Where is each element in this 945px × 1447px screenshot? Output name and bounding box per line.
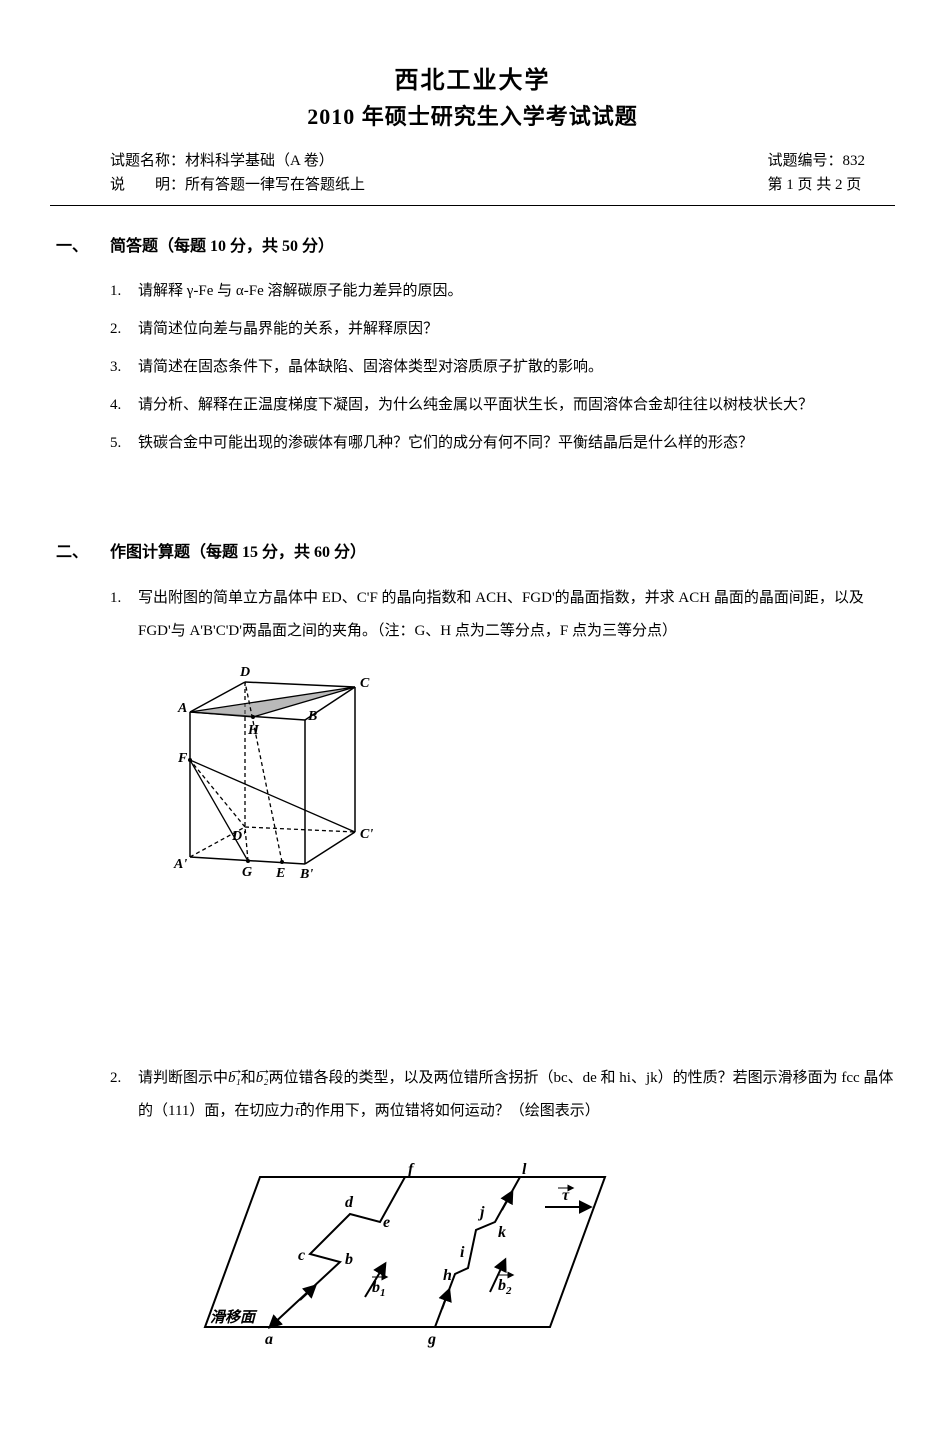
lbl-b: b xyxy=(345,1251,353,1268)
exam-name-label: 试题名称： xyxy=(110,153,185,169)
lbl-B: B xyxy=(307,709,317,724)
header-divider xyxy=(50,205,895,206)
q1-5: 5. 铁碳合金中可能出现的渗碳体有哪几种？它们的成分有何不同？平衡结晶后是什么样… xyxy=(110,428,895,458)
q-text: 铁碳合金中可能出现的渗碳体有哪几种？它们的成分有何不同？平衡结晶后是什么样的形态… xyxy=(138,428,895,458)
exam-code-label: 试题编号： xyxy=(767,153,842,169)
exam-note-row: 说 明：所有答题一律写在答题纸上 xyxy=(110,173,365,197)
lbl-A: A xyxy=(177,701,187,716)
lbl-Bp: B' xyxy=(299,867,313,882)
section-2-heading: 二、 作图计算题（每题 15 分，共 60 分） xyxy=(50,538,895,562)
section-2-title: 作图计算题（每题 15 分，共 60 分） xyxy=(110,538,895,562)
q-no: 3. xyxy=(110,352,138,382)
spacer xyxy=(110,922,895,1062)
q1-1: 1. 请解释 γ-Fe 与 α-Fe 溶解碳原子能力差异的原因。 xyxy=(110,276,895,306)
section-1-questions: 1. 请解释 γ-Fe 与 α-Fe 溶解碳原子能力差异的原因。 2. 请简述位… xyxy=(50,276,895,458)
lbl-E: E xyxy=(275,866,285,881)
section-1-title: 简答题（每题 10 分，共 50 分） xyxy=(110,232,895,256)
lbl-slip-plane: 滑移面 xyxy=(210,1309,258,1326)
q2-2-p1: 请判断图示中 xyxy=(138,1070,228,1086)
figure-1-cube: A B C D A' B' C' D' F G E H xyxy=(170,662,895,892)
q-no: 2. xyxy=(110,1062,138,1128)
q-text: 请判断图示中→b₁和→b₂两位错各段的类型，以及两位错所含拐折（bc、de 和 … xyxy=(138,1062,895,1128)
cube-svg: A B C D A' B' C' D' F G E H xyxy=(170,662,400,887)
figure-2-dislocations: a b c d e f g h i j k l b1 xyxy=(150,1152,895,1357)
exam-note-value: 所有答题一律写在答题纸上 xyxy=(185,177,365,193)
lbl-i: i xyxy=(460,1244,465,1261)
lbl-d: d xyxy=(345,1194,354,1211)
lbl-F: F xyxy=(177,751,188,766)
lbl-Ap: A' xyxy=(173,857,187,872)
q-text: 请解释 γ-Fe 与 α-Fe 溶解碳原子能力差异的原因。 xyxy=(138,276,895,306)
exam-name-row: 试题名称：材料科学基础（A 卷） xyxy=(110,149,365,173)
dislocation-svg: a b c d e f g h i j k l b1 xyxy=(150,1152,630,1352)
meta-left: 试题名称：材料科学基础（A 卷） 说 明：所有答题一律写在答题纸上 xyxy=(110,149,365,197)
lbl-h: h xyxy=(443,1267,452,1284)
lbl-a: a xyxy=(265,1331,273,1348)
lbl-Dp: D' xyxy=(231,829,246,844)
q2-2-p4: 的作用下，两位错将如何运动？（绘图表示） xyxy=(300,1103,600,1119)
lbl-k: k xyxy=(498,1224,506,1241)
exam-code-value: 832 xyxy=(843,153,866,169)
section-1-no: 一、 xyxy=(50,232,110,256)
page-indicator: 第 1 页 共 2 页 xyxy=(767,173,865,197)
q2-1: 1. 写出附图的简单立方晶体中 ED、C'F 的晶向指数和 ACH、FGD'的晶… xyxy=(110,582,895,648)
university-name: 西北工业大学 xyxy=(50,60,895,95)
exam-title: 2010 年硕士研究生入学考试试题 xyxy=(50,99,895,131)
section-2-no: 二、 xyxy=(50,538,110,562)
section-2-questions: 1. 写出附图的简单立方晶体中 ED、C'F 的晶向指数和 ACH、FGD'的晶… xyxy=(50,582,895,1357)
lbl-j: j xyxy=(477,1204,485,1221)
section-1: 一、 简答题（每题 10 分，共 50 分） 1. 请解释 γ-Fe 与 α-F… xyxy=(50,232,895,458)
q2-2: 2. 请判断图示中→b₁和→b₂两位错各段的类型，以及两位错所含拐折（bc、de… xyxy=(110,1062,895,1128)
lbl-Cp: C' xyxy=(360,827,373,842)
lbl-H: H xyxy=(247,723,260,738)
exam-note-label: 说 明： xyxy=(110,177,185,193)
section-1-heading: 一、 简答题（每题 10 分，共 50 分） xyxy=(50,232,895,256)
q-no: 5. xyxy=(110,428,138,458)
q1-4: 4. 请分析、解释在正温度梯度下凝固，为什么纯金属以平面状生长，而固溶体合金却往… xyxy=(110,390,895,420)
lbl-D: D xyxy=(239,665,250,680)
q-no: 2. xyxy=(110,314,138,344)
meta-right: 试题编号：832 第 1 页 共 2 页 xyxy=(767,149,865,197)
lbl-b2: b2 xyxy=(498,1277,512,1297)
q-text: 请简述位向差与晶界能的关系，并解释原因？ xyxy=(138,314,895,344)
lbl-C: C xyxy=(360,676,370,691)
q-no: 1. xyxy=(110,582,138,648)
q-text: 写出附图的简单立方晶体中 ED、C'F 的晶向指数和 ACH、FGD'的晶面指数… xyxy=(138,582,895,648)
lbl-g: g xyxy=(427,1331,436,1348)
exam-name-value: 材料科学基础（A 卷） xyxy=(185,153,334,169)
exam-code-row: 试题编号：832 xyxy=(767,149,865,173)
exam-meta: 试题名称：材料科学基础（A 卷） 说 明：所有答题一律写在答题纸上 试题编号：8… xyxy=(110,149,865,197)
lbl-l: l xyxy=(522,1161,527,1178)
lbl-f: f xyxy=(408,1161,415,1178)
lbl-c: c xyxy=(298,1247,305,1264)
lbl-b1: b1 xyxy=(372,1279,386,1299)
lbl-tau: τ xyxy=(562,1187,570,1204)
q-no: 4. xyxy=(110,390,138,420)
lbl-e: e xyxy=(383,1214,390,1231)
page-header: 西北工业大学 2010 年硕士研究生入学考试试题 xyxy=(50,60,895,131)
q1-3: 3. 请简述在固态条件下，晶体缺陷、固溶体类型对溶质原子扩散的影响。 xyxy=(110,352,895,382)
q1-2: 2. 请简述位向差与晶界能的关系，并解释原因？ xyxy=(110,314,895,344)
lbl-G: G xyxy=(242,865,252,880)
section-2: 二、 作图计算题（每题 15 分，共 60 分） 1. 写出附图的简单立方晶体中… xyxy=(50,538,895,1357)
q-text: 请分析、解释在正温度梯度下凝固，为什么纯金属以平面状生长，而固溶体合金却往往以树… xyxy=(138,390,895,420)
q-no: 1. xyxy=(110,276,138,306)
q-text: 请简述在固态条件下，晶体缺陷、固溶体类型对溶质原子扩散的影响。 xyxy=(138,352,895,382)
section-gap xyxy=(50,498,895,538)
